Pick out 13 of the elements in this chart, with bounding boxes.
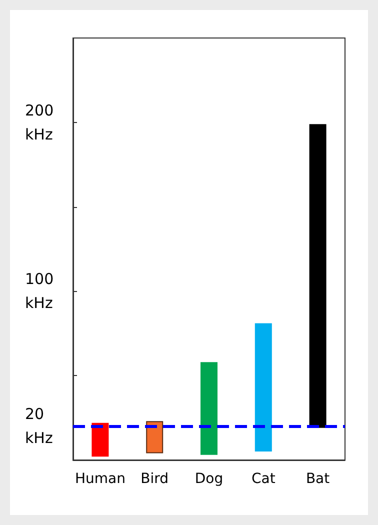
bar	[92, 422, 109, 457]
bar	[200, 362, 218, 455]
y-tick-label: 200 kHz	[25, 101, 54, 144]
bar	[146, 421, 164, 454]
x-tick-label: Human	[74, 471, 126, 487]
x-tick-label: Bird	[140, 471, 169, 487]
bar	[309, 124, 326, 428]
y-tick-label: 20 kHz	[25, 405, 53, 448]
x-tick-label: Dog	[194, 471, 224, 487]
y-tick-label: 100 kHz	[25, 270, 54, 312]
x-tick-label: Cat	[251, 471, 276, 487]
x-tick-label: Bat	[306, 471, 330, 487]
bar	[254, 323, 272, 452]
